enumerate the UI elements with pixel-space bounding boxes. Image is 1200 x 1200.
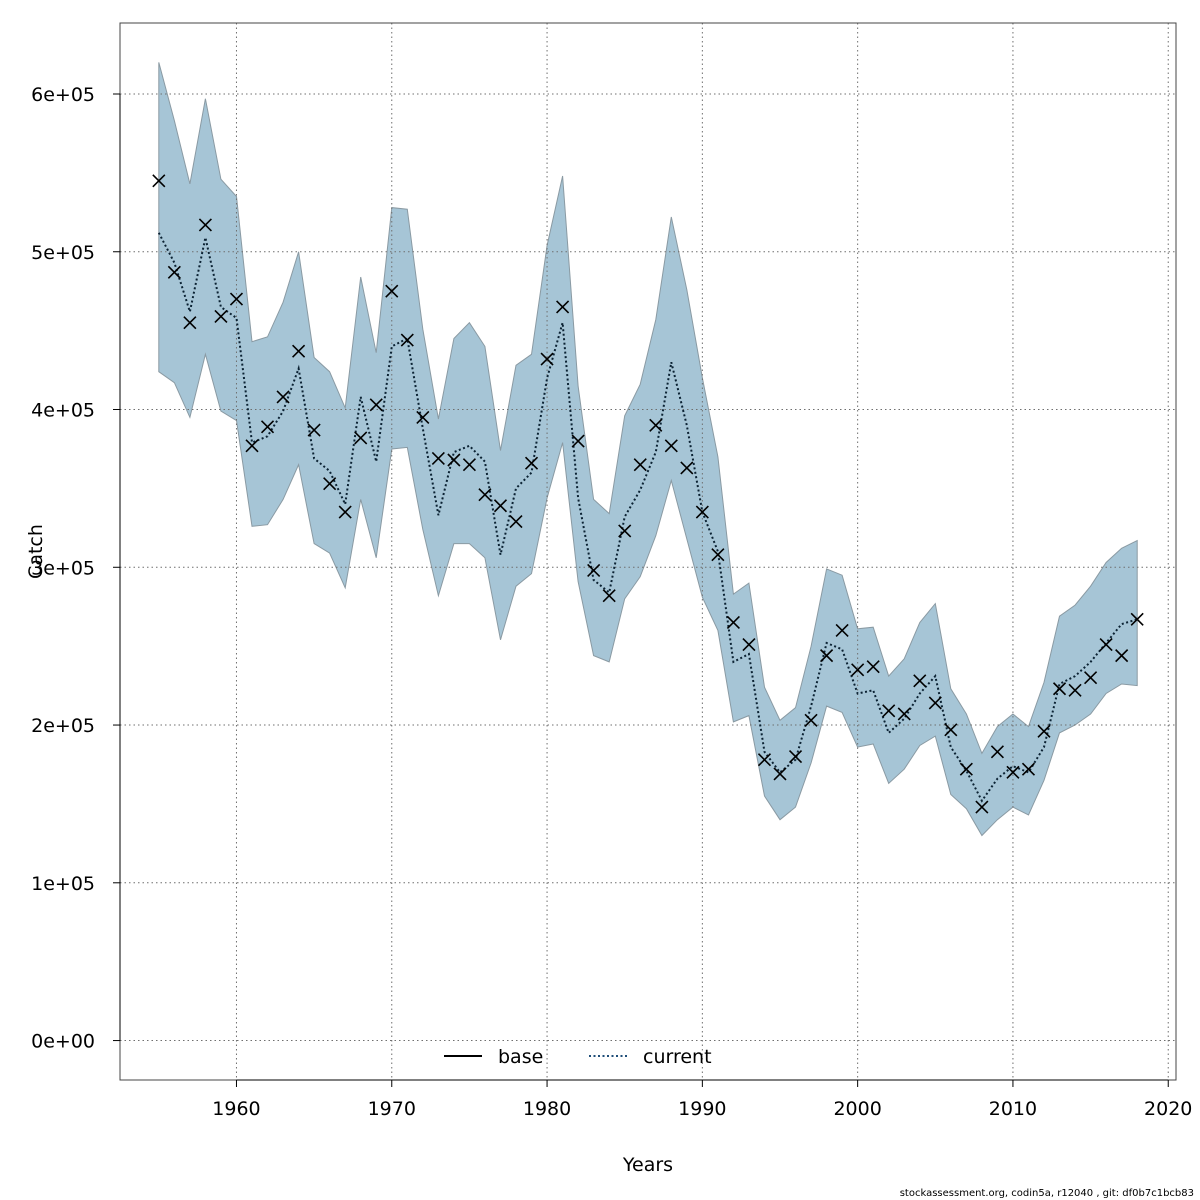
observed-point [245,439,259,453]
observed-point [400,333,414,347]
observed-point [618,524,632,538]
observed-point [602,589,616,603]
observed-point [540,352,554,366]
observed-point [229,292,244,306]
observed-point [851,663,865,677]
observed-point [323,477,337,491]
x-tick-label: 1960 [212,1098,260,1120]
observed-point [897,707,911,721]
credit-footer: stockassessment.org, codin5a, r12040 , g… [899,1188,1194,1199]
legend-label-base: base [498,1046,543,1068]
observed-point [556,300,570,314]
observed-point [152,174,166,188]
grid-layer [120,23,1176,1080]
x-tick-label: 2000 [833,1098,881,1120]
observed-point [835,623,849,637]
observed-point [307,423,321,437]
series-line-current [157,232,1138,803]
observed-point [214,309,228,324]
observed-point [462,458,476,472]
observed-point [773,767,787,781]
observed-point [866,660,880,674]
observed-point [509,514,523,529]
observed-point [260,420,275,434]
observed-point [633,458,647,472]
observed-point [711,548,725,562]
observed-point [183,316,197,330]
x-tick-label: 2010 [989,1098,1037,1120]
observed-point [695,505,709,519]
x-axis-title: Years [622,1154,673,1176]
observed-point [975,800,989,814]
observed-point [1115,649,1129,663]
observed-point [354,431,368,445]
observed-point [198,218,212,232]
observed-point [385,284,399,298]
observed-point [524,456,539,470]
observed-point [804,713,818,727]
observed-point [369,398,383,412]
observed-point [292,344,306,358]
observed-point [928,696,942,710]
y-tick-label: 0e+00 [31,1031,95,1053]
observed-point [1099,638,1113,652]
observed-point [1052,682,1067,696]
observed-point [742,638,756,652]
observed-point [1037,724,1051,738]
observed-point [882,704,896,718]
observed-point [416,410,430,424]
x-tick-label: 1980 [523,1098,571,1120]
observed-point [944,723,958,737]
observed-point [493,499,508,513]
axes-layer: 1960 1970 1980 1990 2000 2010 2020 0e+00 1e+05 2e… [31,84,1192,1120]
observed-point [1068,683,1082,697]
observed-point [649,418,663,432]
y-tick-label: 5e+05 [31,242,95,264]
observed-point [757,753,772,767]
observed-points-layer [152,174,1144,814]
series-line-layer [157,232,1138,803]
observed-point [1130,612,1144,626]
observed-point [338,505,352,519]
y-tick-label: 1e+05 [31,873,95,895]
observed-point [990,745,1004,759]
legend-label-current: current [643,1046,712,1068]
observed-point [1084,671,1098,685]
x-tick-label: 1990 [678,1098,726,1120]
x-tick-label: 2020 [1144,1098,1192,1120]
observed-point [680,461,694,475]
observed-point [726,615,740,630]
observed-point [1006,765,1020,779]
observed-point [913,674,927,688]
confidence-band-layer [158,62,1138,837]
observed-point [447,453,461,467]
observed-point [1021,762,1036,776]
observed-point [478,488,492,502]
y-tick-label: 3e+05 [31,557,95,579]
legend: base current [444,1046,712,1068]
observed-point [788,750,803,764]
y-axis-title: Catch [25,524,47,579]
observed-point [571,434,585,448]
observed-point [167,265,181,279]
observed-point [664,439,678,453]
confidence-band-current [158,62,1138,837]
observed-point [276,390,290,404]
x-tick-label: 1970 [368,1098,416,1120]
observed-point [587,563,601,577]
observed-point [820,649,834,663]
y-tick-label: 4e+05 [31,400,95,422]
observed-point [431,451,445,465]
y-tick-label: 2e+05 [31,715,95,737]
y-tick-label: 6e+05 [31,84,95,106]
observed-point [959,762,973,776]
